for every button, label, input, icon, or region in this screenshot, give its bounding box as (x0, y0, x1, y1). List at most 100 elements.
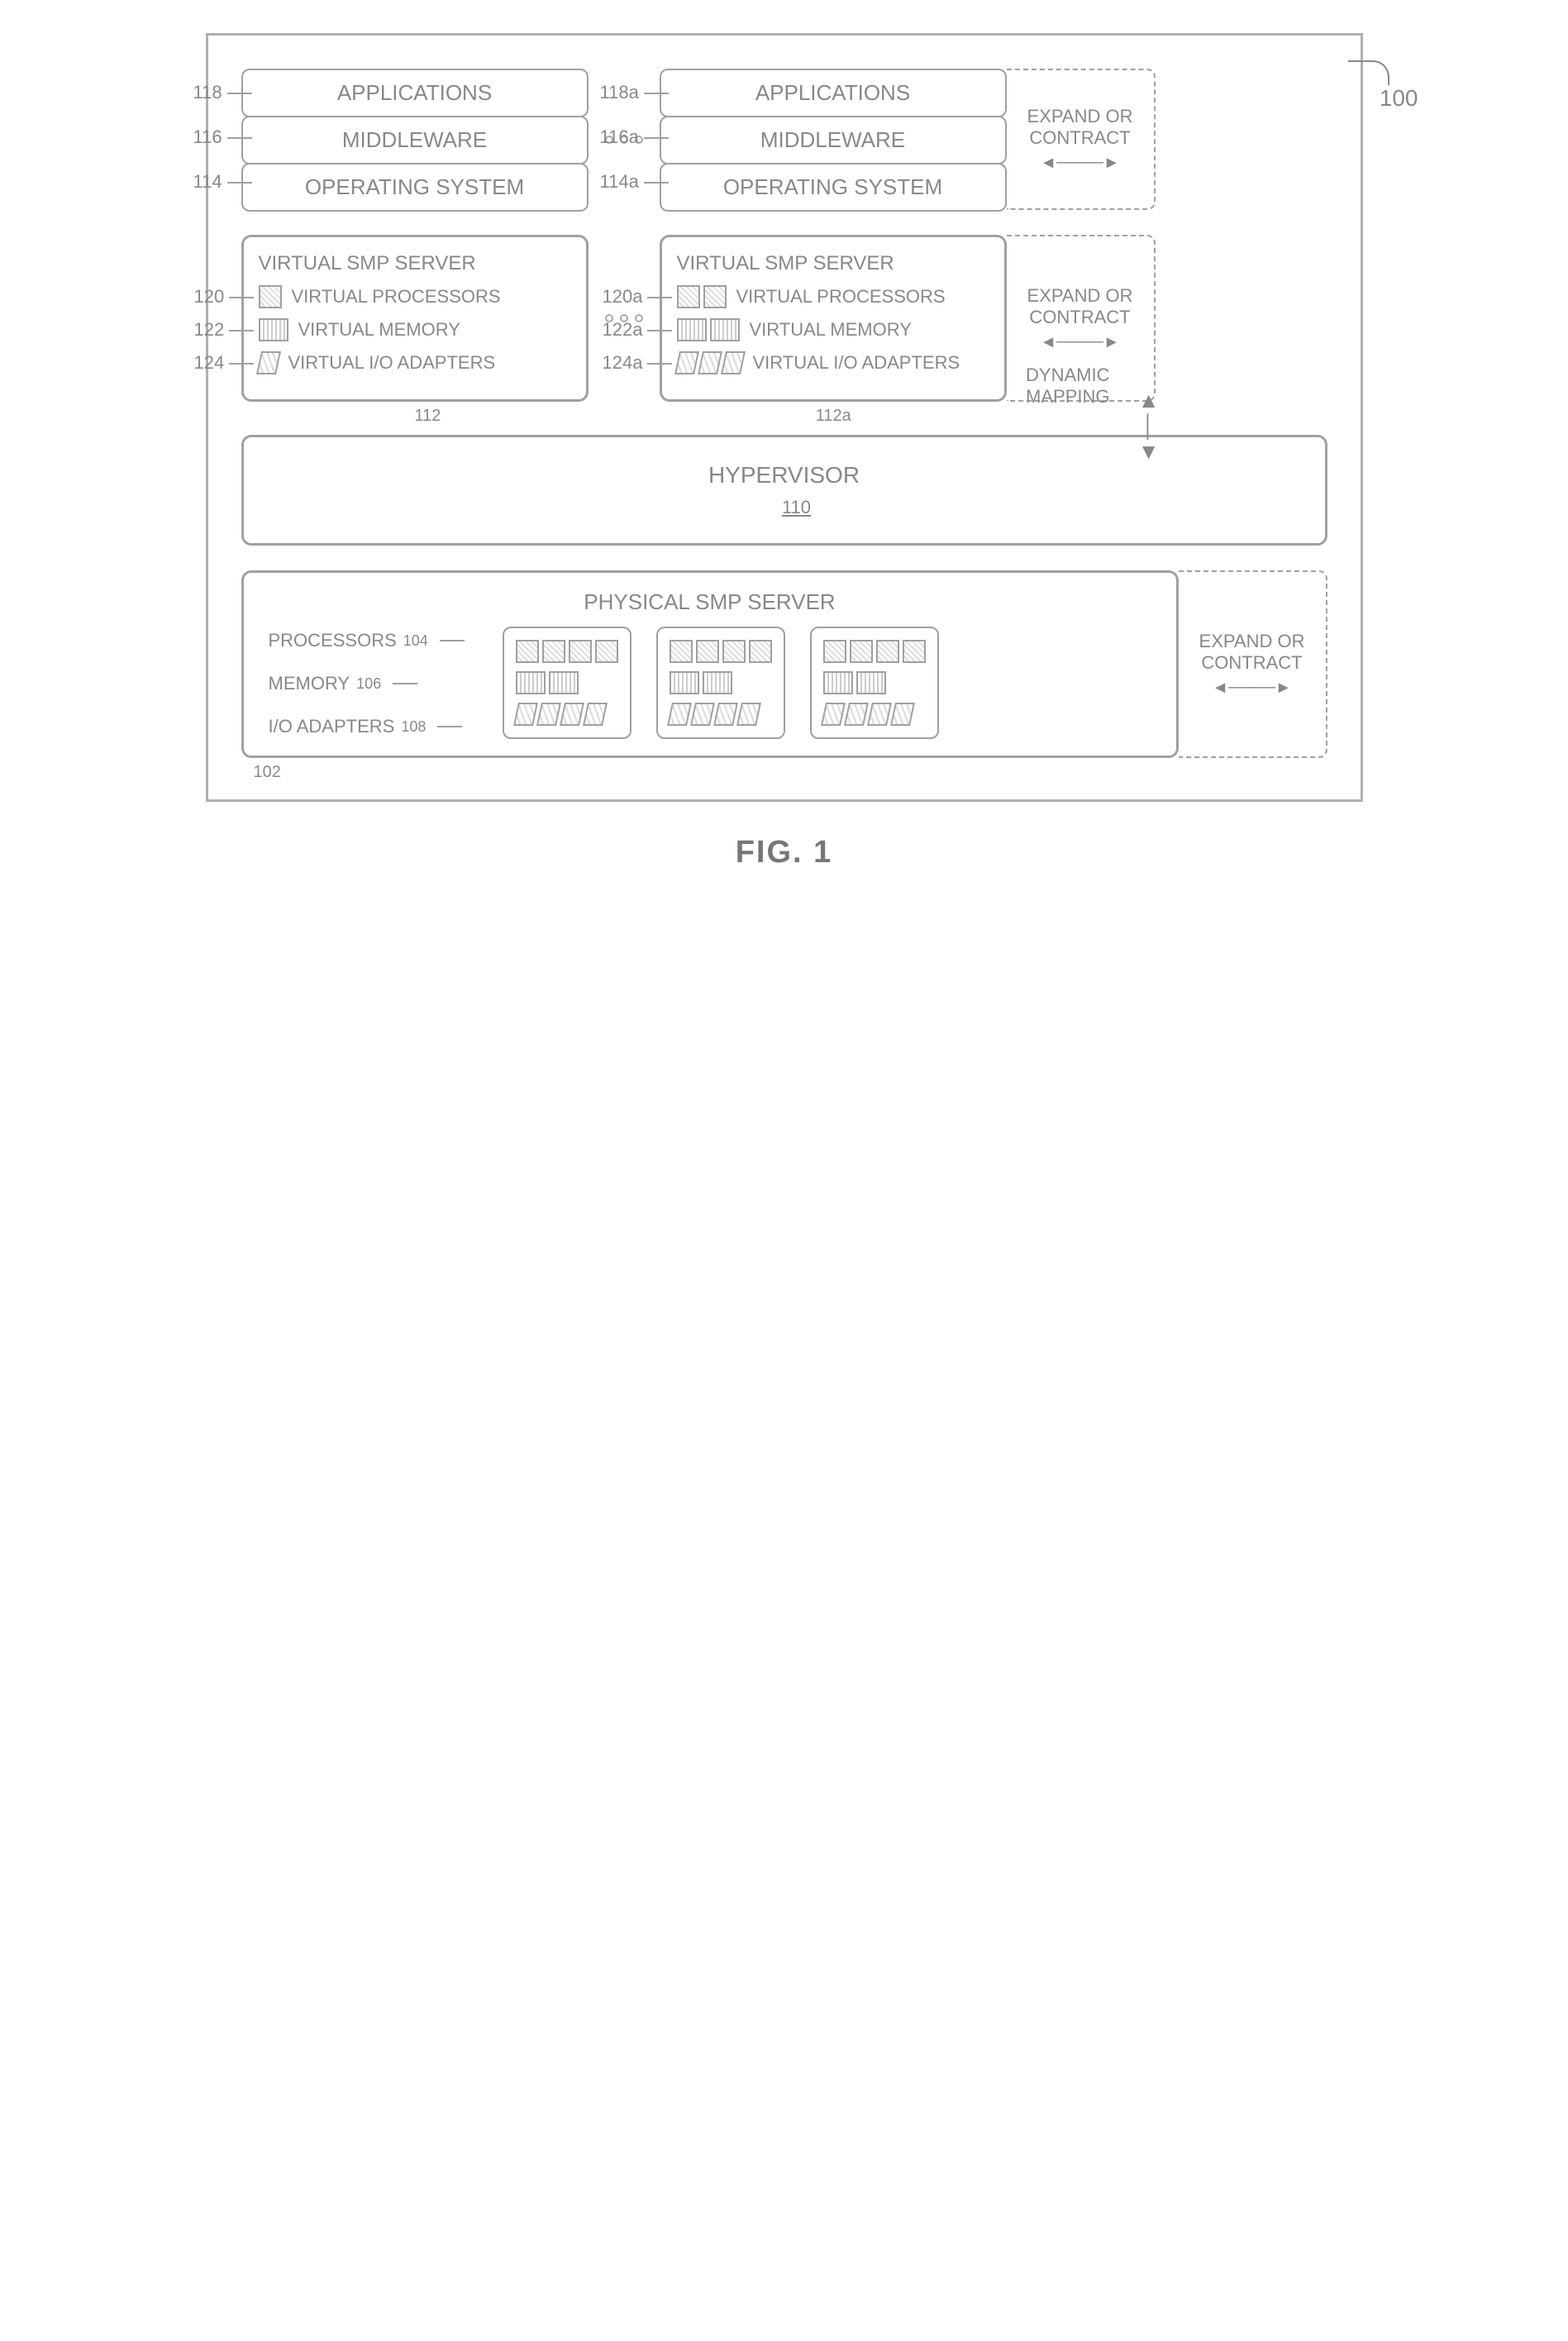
hypervisor-row: ▲│▼ DYNAMIC MAPPING HYPERVISOR 110 (241, 435, 1327, 546)
io-icon (690, 703, 715, 726)
io-icon (867, 703, 892, 726)
hypervisor-ref: 110 (285, 497, 1308, 518)
io-icon (736, 703, 761, 726)
virtual-smp-left: VIRTUAL SMP SERVER 120 VIRTUAL PROCESSOR… (241, 235, 589, 402)
io-icon (536, 703, 561, 726)
proc-icon (703, 285, 727, 308)
mem-icon (549, 671, 579, 694)
system-leader-arc (1348, 60, 1389, 85)
ref-vp-right: 120a (603, 286, 678, 308)
virtual-io-row: 124a VIRTUAL I/O ADAPTERS (677, 351, 989, 374)
vio-icons (259, 351, 279, 374)
io-icon (674, 351, 699, 374)
io-icon (583, 703, 608, 726)
proc-icon (670, 640, 693, 663)
system-ref: 100 (1380, 85, 1418, 112)
mem-icon (677, 318, 707, 341)
ref-physical: 102 (254, 763, 281, 782)
proc-icon (696, 640, 719, 663)
vm-label: VIRTUAL MEMORY (750, 319, 912, 341)
os-box: OPERATING SYSTEM (241, 163, 589, 212)
ref-apps-left: 118 (193, 82, 257, 103)
software-stack-row: 118 APPLICATIONS 116 MIDDLEWARE 114 OPER… (241, 69, 1327, 210)
mem-icon (259, 318, 288, 341)
stack-right: 118a APPLICATIONS 116a MIDDLEWARE 114a O… (660, 69, 1007, 210)
ref-memory: 106 (356, 675, 381, 693)
system-diagram: 100 118 APPLICATIONS 116 MIDDLEWARE 114 … (206, 33, 1363, 802)
proc-icon (569, 640, 592, 663)
ref-os-right: 114a (600, 171, 674, 193)
io-icon (890, 703, 915, 726)
double-arrow-icon: ◄────► (1015, 154, 1146, 173)
double-arrow-icon: ◄────► (1015, 333, 1146, 352)
ref-processors: 104 (403, 632, 428, 650)
os-box: OPERATING SYSTEM (660, 163, 1007, 212)
virtual-smp-row: VIRTUAL SMP SERVER 120 VIRTUAL PROCESSOR… (241, 235, 1327, 402)
virtual-processors-row: 120 VIRTUAL PROCESSORS (259, 285, 571, 308)
proc-icon (259, 285, 282, 308)
ref-vsmp-left: 112 (415, 407, 441, 426)
mem-icon (856, 671, 886, 694)
ref-os-left: 114 (193, 171, 257, 193)
dynamic-mapping-label: DYNAMIC MAPPING (1026, 365, 1109, 408)
proc-icon (850, 640, 873, 663)
applications-box: APPLICATIONS (660, 69, 1007, 117)
ref-mw-left: 116 (193, 126, 257, 148)
io-icon (667, 703, 692, 726)
ref-io: 108 (401, 718, 426, 736)
virtual-smp-right: VIRTUAL SMP SERVER 120a VIRTUAL PROCESSO… (660, 235, 1007, 402)
vp-label: VIRTUAL PROCESSORS (736, 286, 946, 308)
ref-vio-right: 124a (603, 352, 678, 374)
applications-box: APPLICATIONS (241, 69, 589, 117)
middleware-box: MIDDLEWARE (241, 116, 589, 164)
physical-smp-box: PHYSICAL SMP SERVER PROCESSORS 104 MEMOR… (241, 570, 1179, 758)
io-icon (560, 703, 584, 726)
proc-icon (876, 640, 899, 663)
io-label-row: I/O ADAPTERS 108 (269, 716, 469, 737)
expand-contract-stacks: EXPAND OR CONTRACT ◄────► (1007, 69, 1156, 210)
hypervisor-box: ▲│▼ DYNAMIC MAPPING HYPERVISOR 110 (241, 435, 1327, 546)
virtual-memory-row: 122a VIRTUAL MEMORY (677, 318, 989, 341)
physical-labels-column: PROCESSORS 104 MEMORY 106 I/O ADAPTERS 1… (269, 627, 469, 737)
mem-icon (670, 671, 699, 694)
expand-text: EXPAND OR CONTRACT (1015, 285, 1146, 328)
io-icon (513, 703, 538, 726)
io-icon (698, 351, 722, 374)
proc-icon (516, 640, 539, 663)
vp-label: VIRTUAL PROCESSORS (292, 286, 501, 308)
io-icon (821, 703, 846, 726)
mem-icon (823, 671, 853, 694)
physical-group (503, 627, 631, 739)
hypervisor-label: HYPERVISOR (708, 462, 860, 488)
vsmp-ellipsis (589, 235, 660, 402)
virtual-memory-row: 122 VIRTUAL MEMORY (259, 318, 571, 341)
io-icon (844, 703, 869, 726)
io-icon (713, 703, 738, 726)
virtual-processors-row: 120a VIRTUAL PROCESSORS (677, 285, 989, 308)
vm-label: VIRTUAL MEMORY (298, 319, 460, 341)
mem-icon (703, 671, 732, 694)
vio-icons (677, 351, 743, 374)
physical-group (656, 627, 785, 739)
ref-vsmp-right: 112a (816, 407, 851, 426)
ref-apps-right: 118a (600, 82, 674, 103)
expand-contract-physical: EXPAND OR CONTRACT ◄────► (1179, 570, 1327, 758)
io-label: I/O ADAPTERS (269, 716, 395, 737)
stack-left: 118 APPLICATIONS 116 MIDDLEWARE 114 OPER… (241, 69, 589, 210)
io-icon (256, 351, 281, 374)
processors-label: PROCESSORS (269, 630, 397, 651)
vio-label: VIRTUAL I/O ADAPTERS (288, 352, 496, 374)
double-arrow-icon: ◄────► (1187, 679, 1318, 698)
proc-icon (677, 285, 700, 308)
processors-label-row: PROCESSORS 104 (269, 630, 469, 651)
vp-icons (677, 285, 727, 308)
ref-vio-left: 124 (194, 352, 260, 374)
vertical-double-arrow-icon: ▲│▼ (1138, 388, 1160, 465)
physical-groups (503, 627, 939, 739)
mem-icon (710, 318, 740, 341)
proc-icon (823, 640, 846, 663)
proc-icon (722, 640, 746, 663)
ref-vm-left: 122 (194, 319, 260, 341)
memory-label-row: MEMORY 106 (269, 673, 469, 694)
figure-label: FIG. 1 (33, 835, 1535, 870)
